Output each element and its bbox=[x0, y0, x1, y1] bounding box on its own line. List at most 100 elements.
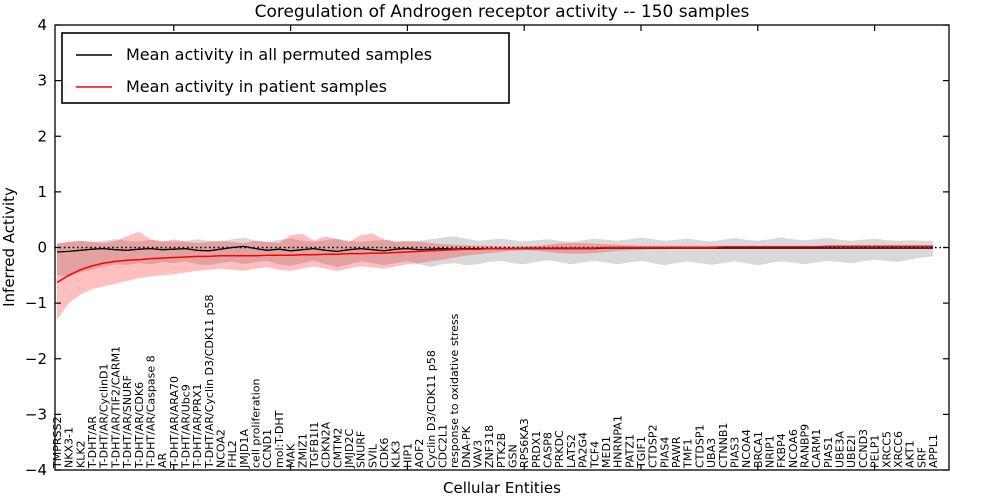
legend-label-patient: Mean activity in patient samples bbox=[126, 77, 387, 96]
x-category-label: XRCC5 bbox=[880, 431, 893, 468]
x-category-label: MED1 bbox=[600, 436, 613, 468]
x-category-label: T-DHT/AR/SNURF bbox=[121, 375, 134, 469]
x-category-label: CMTM2 bbox=[331, 428, 344, 468]
x-category-label: PRKDC bbox=[553, 430, 566, 468]
patient-mean-line bbox=[56, 245, 933, 284]
y-tick-label: −2 bbox=[25, 350, 47, 368]
x-category-label: CDC2L1 bbox=[436, 424, 449, 468]
y-tick-label: 4 bbox=[37, 16, 47, 34]
legend-entry-permuted: Mean activity in all permuted samples bbox=[76, 45, 432, 64]
x-category-label: PIAS4 bbox=[658, 437, 671, 468]
x-category-label: JMJD2C bbox=[343, 429, 356, 469]
x-category-label: PAWR bbox=[670, 436, 683, 468]
x-category-label: mol:T-DHT bbox=[273, 410, 286, 468]
x-category-label: HNRNPA1 bbox=[612, 415, 625, 468]
legend-entry-patient: Mean activity in patient samples bbox=[76, 77, 387, 96]
x-category-label: cell proliferation bbox=[250, 378, 263, 468]
x-category-label: FHL2 bbox=[226, 440, 239, 468]
x-category-label: CCND1 bbox=[261, 429, 274, 468]
x-category-label: AR bbox=[156, 452, 169, 468]
x-category-label: TMPRSS2 bbox=[51, 417, 64, 469]
plot-frame bbox=[54, 24, 950, 471]
x-category-label: TMF1 bbox=[682, 438, 695, 469]
x-category-label: XRCC6 bbox=[892, 431, 905, 468]
y-tick-label: 0 bbox=[37, 239, 47, 257]
x-category-label: DNA-PK bbox=[460, 425, 473, 468]
x-category-label: MAK bbox=[285, 443, 298, 468]
x-category-label: KLK2 bbox=[74, 440, 87, 468]
x-category-label: ZNF318 bbox=[483, 425, 496, 468]
x-category-label: T-DHT/AR/CyclinD1 bbox=[98, 363, 111, 469]
x-category-label: GSN bbox=[507, 444, 520, 468]
y-tick-label: −1 bbox=[25, 294, 47, 312]
patient-std-band bbox=[57, 231, 933, 320]
x-category-label: CTDSP2 bbox=[647, 425, 660, 468]
y-tick-label: 1 bbox=[37, 183, 47, 201]
x-category-label: response to oxidative stress bbox=[448, 313, 461, 468]
x-category-label: PRDX1 bbox=[530, 431, 543, 468]
x-category-label: NCOA2 bbox=[215, 429, 228, 468]
x-category-label: BRCA1 bbox=[752, 431, 765, 468]
legend-box bbox=[61, 32, 510, 104]
x-category-label: CTNNB1 bbox=[717, 423, 730, 468]
y-tick-label: −3 bbox=[25, 405, 47, 423]
x-category-label: RPS6KA3 bbox=[518, 418, 531, 468]
x-category-label: T-DHT/AR bbox=[86, 416, 99, 469]
x-category-label: NCOA4 bbox=[740, 429, 753, 468]
x-category-label: SRF bbox=[915, 447, 928, 468]
x-category-label: UBA3 bbox=[705, 438, 718, 468]
x-category-label: HIP1 bbox=[401, 443, 414, 468]
x-category-label: UBE3A bbox=[834, 430, 847, 468]
x-category-label: CDK6 bbox=[378, 438, 391, 468]
x-category-label: FKBP4 bbox=[775, 433, 788, 468]
x-category-label: NKX3-1 bbox=[63, 427, 76, 468]
legend-label-permuted: Mean activity in all permuted samples bbox=[126, 45, 432, 64]
x-category-label: TGFB1I1 bbox=[308, 422, 321, 469]
y-tick-label: −4 bbox=[25, 461, 47, 479]
x-category-label: T-DHT/AR/Ubc9 bbox=[180, 384, 193, 469]
x-category-label: KLK3 bbox=[390, 440, 403, 468]
x-category-label: NCOA6 bbox=[787, 429, 800, 468]
x-category-label: RANBP9 bbox=[799, 424, 812, 468]
x-category-label: T-DHT/AR/PRX1 bbox=[191, 383, 204, 469]
x-category-label: CDKN2A bbox=[320, 421, 333, 468]
y-axis-label: Inferred Activity bbox=[0, 187, 18, 307]
legend: Mean activity in all permuted samples Me… bbox=[61, 32, 510, 104]
x-category-label: AOF2 bbox=[413, 439, 426, 468]
x-category-label: SNURF bbox=[355, 431, 368, 468]
x-category-label: T-DHT/AR/Cyclin D3/CDK11 p58 bbox=[203, 294, 216, 469]
x-category-label: PTK2B bbox=[495, 433, 508, 468]
x-category-label: VAV3 bbox=[472, 440, 485, 468]
x-category-label: LATS2 bbox=[565, 434, 578, 468]
x-category-label: NRIP1 bbox=[764, 435, 777, 468]
x-category-label: T-DHT/AR/CDK6 bbox=[133, 382, 146, 469]
x-category-label: PIAS1 bbox=[822, 437, 835, 468]
x-category-label: Cyclin D3/CDK11 p58 bbox=[425, 350, 438, 468]
x-category-label: PELP1 bbox=[869, 435, 882, 468]
x-category-label: T-DHT/AR/Caspase 8 bbox=[144, 355, 157, 469]
x-category-label: TGIF1 bbox=[635, 436, 648, 469]
y-tick-label: 3 bbox=[37, 72, 47, 90]
x-category-label: APPL1 bbox=[927, 434, 940, 468]
x-category-label: SVIL bbox=[366, 443, 379, 468]
x-category-label: PIAS3 bbox=[728, 437, 741, 468]
y-tick-label: 2 bbox=[37, 127, 47, 145]
x-category-label: UBE2I bbox=[845, 435, 858, 468]
x-category-label: CCND3 bbox=[857, 429, 870, 468]
x-category-label: CASP8 bbox=[542, 432, 555, 468]
x-category-label: CTDSP1 bbox=[693, 425, 706, 468]
x-category-label: AKT1 bbox=[904, 440, 917, 468]
x-axis-label: Cellular Entities bbox=[443, 479, 561, 497]
x-category-label: JMJD1A bbox=[238, 429, 251, 469]
chart-title: Coregulation of Androgen receptor activi… bbox=[255, 2, 750, 22]
x-category-label: PA2G4 bbox=[577, 432, 590, 468]
x-category-label: ZMIZ1 bbox=[296, 433, 309, 468]
x-category-label: T-DHT/AR/TIF2/CARM1 bbox=[109, 346, 122, 469]
x-category-label: CARM1 bbox=[810, 429, 823, 468]
x-category-label: TCF4 bbox=[588, 441, 601, 469]
x-category-label: T-DHT/AR/ARA70 bbox=[168, 376, 181, 469]
permuted-std-band bbox=[57, 236, 933, 277]
x-category-label: PATZ1 bbox=[623, 434, 636, 468]
